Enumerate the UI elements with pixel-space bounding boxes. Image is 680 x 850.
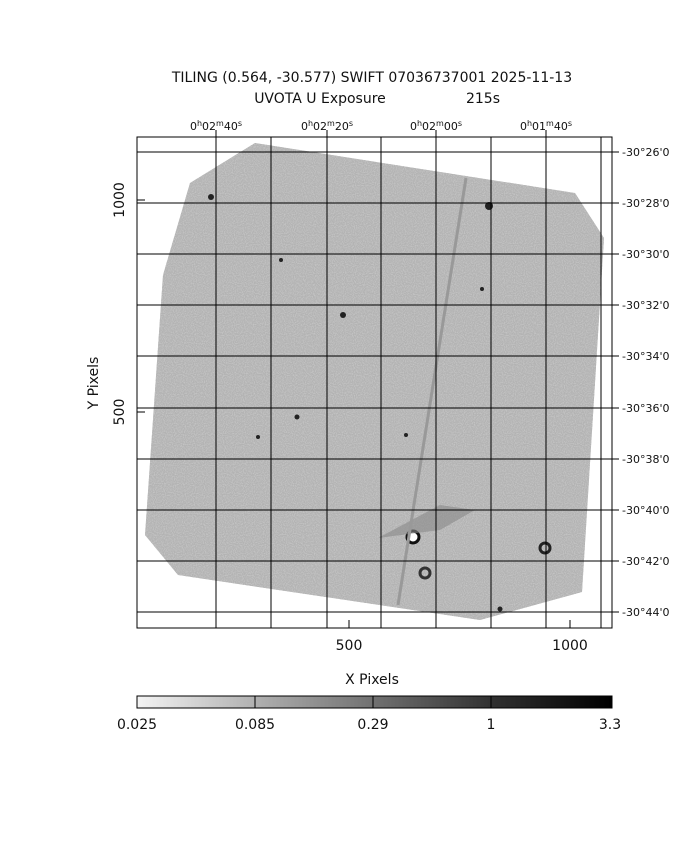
colorbar-tick-label: 3.3 [599, 717, 621, 733]
colorbar [136, 695, 613, 709]
dec-tick-label: -30°34'0 [622, 350, 670, 363]
x-axis-label: X Pixels [345, 672, 399, 688]
number: 00 [444, 120, 458, 133]
ra-tick-label: 0h02m40s [190, 119, 242, 133]
number: 0 [520, 120, 527, 133]
unit: s [568, 119, 572, 128]
dec-tick-label: -30°32'0 [622, 299, 670, 312]
title: TILING (0.564, -30.577) SWIFT 0703673700… [171, 70, 572, 86]
colorbar-tick-label: 0.085 [235, 717, 275, 733]
exposure-image [145, 143, 604, 620]
x-tick-label: 1000 [552, 638, 588, 654]
number: 02 [202, 120, 216, 133]
sky-grid [137, 137, 612, 628]
colorbar-tick-label: 0.29 [357, 717, 388, 733]
unit: m [216, 119, 224, 128]
unit: s [238, 119, 242, 128]
unit: h [527, 119, 532, 128]
dec-tick-label: -30°40'0 [622, 504, 670, 517]
y-axis-label: Y Pixels [86, 357, 102, 411]
unit: h [417, 119, 422, 128]
dec-tick-label: -30°30'0 [622, 248, 670, 261]
subtitle: UVOTA U Exposure [254, 91, 386, 107]
unit: h [308, 119, 313, 128]
ra-tick-label: 0h02m00s [410, 119, 462, 133]
unit: h [197, 119, 202, 128]
number: 02 [313, 120, 327, 133]
exposure: 215s [466, 91, 500, 107]
colorbar-tick-label: 0.025 [117, 717, 157, 733]
number: 01 [532, 120, 546, 133]
dec-tick-label: -30°26'0 [622, 146, 670, 159]
y-tick-label: 500 [112, 399, 128, 426]
unit: m [546, 119, 554, 128]
unit: m [327, 119, 335, 128]
y-tick-label: 1000 [112, 182, 128, 218]
colorbar-tick-label: 1 [487, 717, 496, 733]
dec-tick-label: -30°42'0 [622, 555, 670, 568]
ra-tick-label: 0h01m40s [520, 119, 572, 133]
number: 20 [335, 120, 349, 133]
plot-frame [136, 136, 613, 629]
unit: s [458, 119, 462, 128]
number: 0 [190, 120, 197, 133]
number: 40 [554, 120, 568, 133]
number: 02 [422, 120, 436, 133]
dec-tick-label: -30°28'0 [622, 197, 670, 210]
sources [208, 177, 552, 612]
unit: m [436, 119, 444, 128]
dec-tick-label: -30°36'0 [622, 402, 670, 415]
unit: s [349, 119, 353, 128]
x-tick-label: 500 [336, 638, 363, 654]
ra-tick-label: 0h02m20s [301, 119, 353, 133]
dec-tick-label: -30°38'0 [622, 453, 670, 466]
number: 0 [410, 120, 417, 133]
number: 40 [224, 120, 238, 133]
number: 0 [301, 120, 308, 133]
dec-tick-label: -30°44'0 [622, 606, 670, 619]
